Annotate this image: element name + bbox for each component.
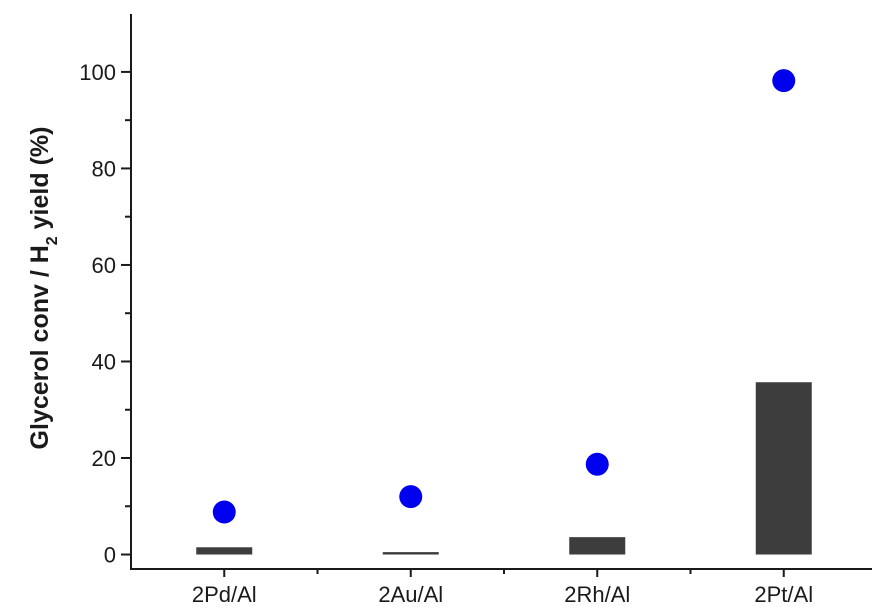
y-axis-title-main: Glycerol conv / H [26, 245, 54, 449]
bar-0 [196, 547, 253, 555]
axes [121, 14, 872, 577]
x-tick-label: 2Rh/Al [564, 582, 630, 607]
y-tick-label: 40 [92, 349, 116, 374]
points-layer [212, 69, 796, 524]
y-tick-label: 0 [104, 543, 116, 568]
point-2 [585, 452, 609, 476]
x-tick-label: 2Au/Al [378, 582, 443, 607]
y-axis-title-rest: yield (%) [26, 127, 54, 237]
x-tick-label: 2Pt/Al [754, 582, 813, 607]
y-tick-label: 100 [79, 60, 116, 85]
y-tick-label: 20 [92, 446, 116, 471]
y-tick-label: 80 [92, 156, 116, 181]
point-0 [212, 500, 236, 524]
y-axis-title: Glycerol conv / H2 yield (%) [26, 127, 61, 450]
y-axis-title-subscript: 2 [44, 236, 61, 245]
bars-layer [196, 382, 812, 555]
bar-2 [569, 537, 626, 555]
bar-1 [382, 552, 439, 555]
tick-labels: 0 20 40 60 80 100 2Pd/Al 2Au/Al 2Rh/Al 2Pt/Al [79, 60, 813, 607]
point-3 [772, 69, 796, 93]
x-tick-label: 2Pd/Al [192, 582, 257, 607]
bar-3 [755, 382, 812, 555]
point-1 [399, 485, 423, 509]
y-tick-label: 60 [92, 253, 116, 278]
